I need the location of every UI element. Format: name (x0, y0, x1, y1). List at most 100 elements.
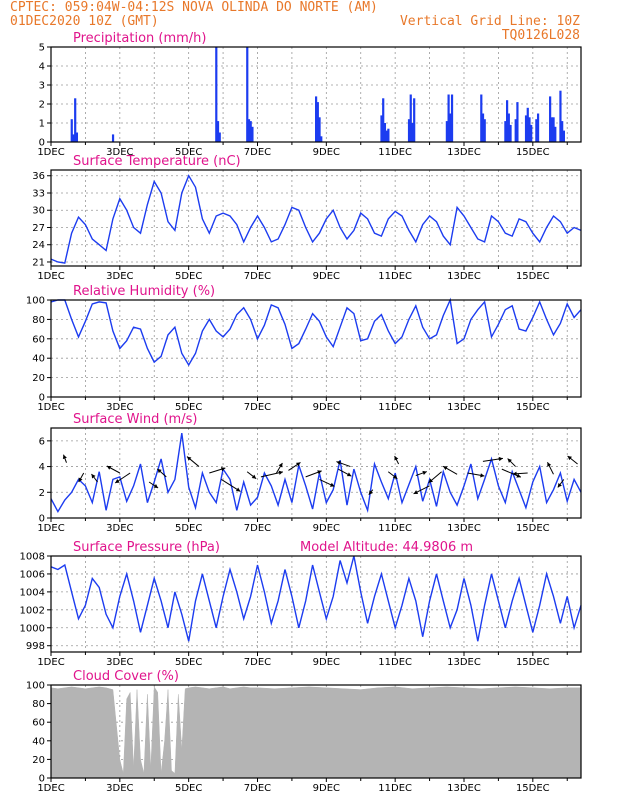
pressure-panel: 998 1000 1002 1004 1006 1008 1DEC 3DEC 5DEC 7DEC 9… (20, 540, 582, 668)
y-tick-label: 0 (39, 393, 45, 404)
humidity-panel: 0 20 40 60 80 100 1DEC 3DEC 5DEC 7DEC 9DEC 11DEC 13D… (26, 284, 582, 413)
wind-vector-head (557, 482, 562, 488)
y-tick-label: 80 (32, 699, 45, 710)
x-tick-label: 7DEC (244, 783, 271, 794)
temperature-title: Surface Temperature (nC) (73, 154, 241, 169)
precip-bar (387, 128, 390, 142)
x-tick-label: 7DEC (244, 523, 271, 534)
y-tick-label: 6 (39, 436, 45, 447)
wind-vector-head (62, 454, 67, 460)
x-tick-label: 7DEC (244, 147, 271, 158)
y-tick-label: 80 (32, 315, 45, 326)
precip-bar (550, 117, 553, 142)
x-tick-label: 5DEC (175, 523, 202, 534)
wind-vector-head (392, 474, 398, 479)
wind-vector-head (336, 460, 341, 465)
precip-bar (526, 107, 529, 142)
wind-vector-head (278, 463, 283, 468)
y-tick-label: 0 (39, 138, 45, 149)
y-tick-label: 60 (32, 718, 45, 729)
precip-bar (247, 119, 251, 142)
x-tick-label: 7DEC (244, 657, 271, 668)
y-tick-label: 20 (32, 373, 45, 384)
precip-bar (249, 121, 252, 142)
wind-series-line (50, 432, 582, 514)
wind-vector-head (547, 462, 552, 467)
temperature-series-line (50, 174, 582, 264)
x-tick-label: 11DEC (378, 147, 412, 158)
x-tick-label: 9DEC (313, 402, 340, 413)
precip-bar (318, 117, 321, 142)
wind-vector-head (516, 473, 521, 478)
x-tick-label: 3DEC (106, 402, 133, 413)
x-tick-label: 7DEC (244, 271, 271, 282)
precipitation-panel: 0 1 2 3 4 5 1DEC 3DEC 5DEC 7DEC 9DEC 11DEC 13DEC 15DE… (37, 31, 582, 158)
wind-vector-head (278, 470, 283, 475)
y-tick-label: 60 (32, 334, 45, 345)
precip-bar (536, 113, 540, 142)
panel-frame (50, 299, 582, 398)
y-tick-label: 1000 (20, 623, 45, 634)
header-location: CPTEC: 059:04W-04:12S NOVA OLINDA DO NOR… (10, 0, 378, 15)
precip-bar (528, 117, 531, 142)
x-tick-label: 11DEC (378, 402, 412, 413)
header-model-id: TQ0126L028 (502, 28, 580, 43)
wind-vector-head (498, 456, 503, 462)
precip-bar (552, 117, 555, 142)
y-tick-label: 3 (39, 81, 45, 92)
wind-vector-head (235, 487, 241, 492)
wind-vector-head (329, 482, 335, 487)
precip-bar (407, 119, 411, 142)
y-tick-label: 33 (32, 188, 45, 199)
precip-bar (450, 94, 454, 142)
x-tick-label: 3DEC (106, 147, 133, 158)
precip-bar (409, 94, 412, 142)
y-tick-label: 2 (39, 100, 45, 111)
x-tick-label: 3DEC (106, 271, 133, 282)
y-tick-label: 100 (26, 681, 45, 692)
precip-bar (524, 115, 528, 142)
panel-frame (50, 555, 582, 653)
precip-bar (449, 113, 452, 142)
precip-bar (530, 124, 533, 142)
x-tick-label: 15DEC (516, 523, 550, 534)
x-tick-label: 9DEC (313, 271, 340, 282)
x-tick-label: 9DEC (313, 523, 340, 534)
wind-vector-head (157, 468, 162, 474)
x-tick-label: 11DEC (378, 523, 412, 534)
precip-bar (75, 132, 79, 142)
panel-frame (50, 684, 582, 779)
cloud-cover-title: Cloud Cover (%) (73, 669, 179, 684)
precip-bar (382, 98, 385, 142)
y-tick-label: 5 (39, 43, 45, 54)
precip-bar (251, 126, 254, 142)
humidity-series-line (50, 297, 582, 367)
precip-bar (480, 94, 483, 142)
precip-bar (509, 124, 512, 142)
x-tick-label: 1DEC (37, 523, 64, 534)
wind-vector-head (220, 467, 226, 472)
wind-vector-head (567, 456, 572, 461)
y-tick-label: 1002 (20, 605, 45, 616)
x-tick-label: 15DEC (516, 402, 550, 413)
y-tick-label: 1 (39, 119, 45, 130)
x-tick-label: 1DEC (37, 147, 64, 158)
pressure-series-line (50, 555, 582, 642)
precip-bar (320, 136, 323, 142)
precip-bar (383, 123, 387, 142)
wind-vector-head (91, 474, 96, 479)
y-tick-label: 2 (39, 488, 45, 499)
precip-bar (535, 119, 538, 142)
x-tick-label: 3DEC (106, 523, 133, 534)
y-tick-label: 1008 (20, 552, 45, 563)
x-tick-label: 3DEC (106, 783, 133, 794)
x-tick-label: 13DEC (447, 402, 481, 413)
y-tick-label: 4 (39, 462, 45, 473)
y-tick-label: 0 (39, 774, 45, 785)
precip-bar (554, 126, 557, 142)
x-tick-label: 13DEC (447, 783, 481, 794)
wind-vector-head (394, 456, 399, 461)
precip-bar (413, 98, 416, 142)
wind-vector-head (480, 473, 485, 478)
